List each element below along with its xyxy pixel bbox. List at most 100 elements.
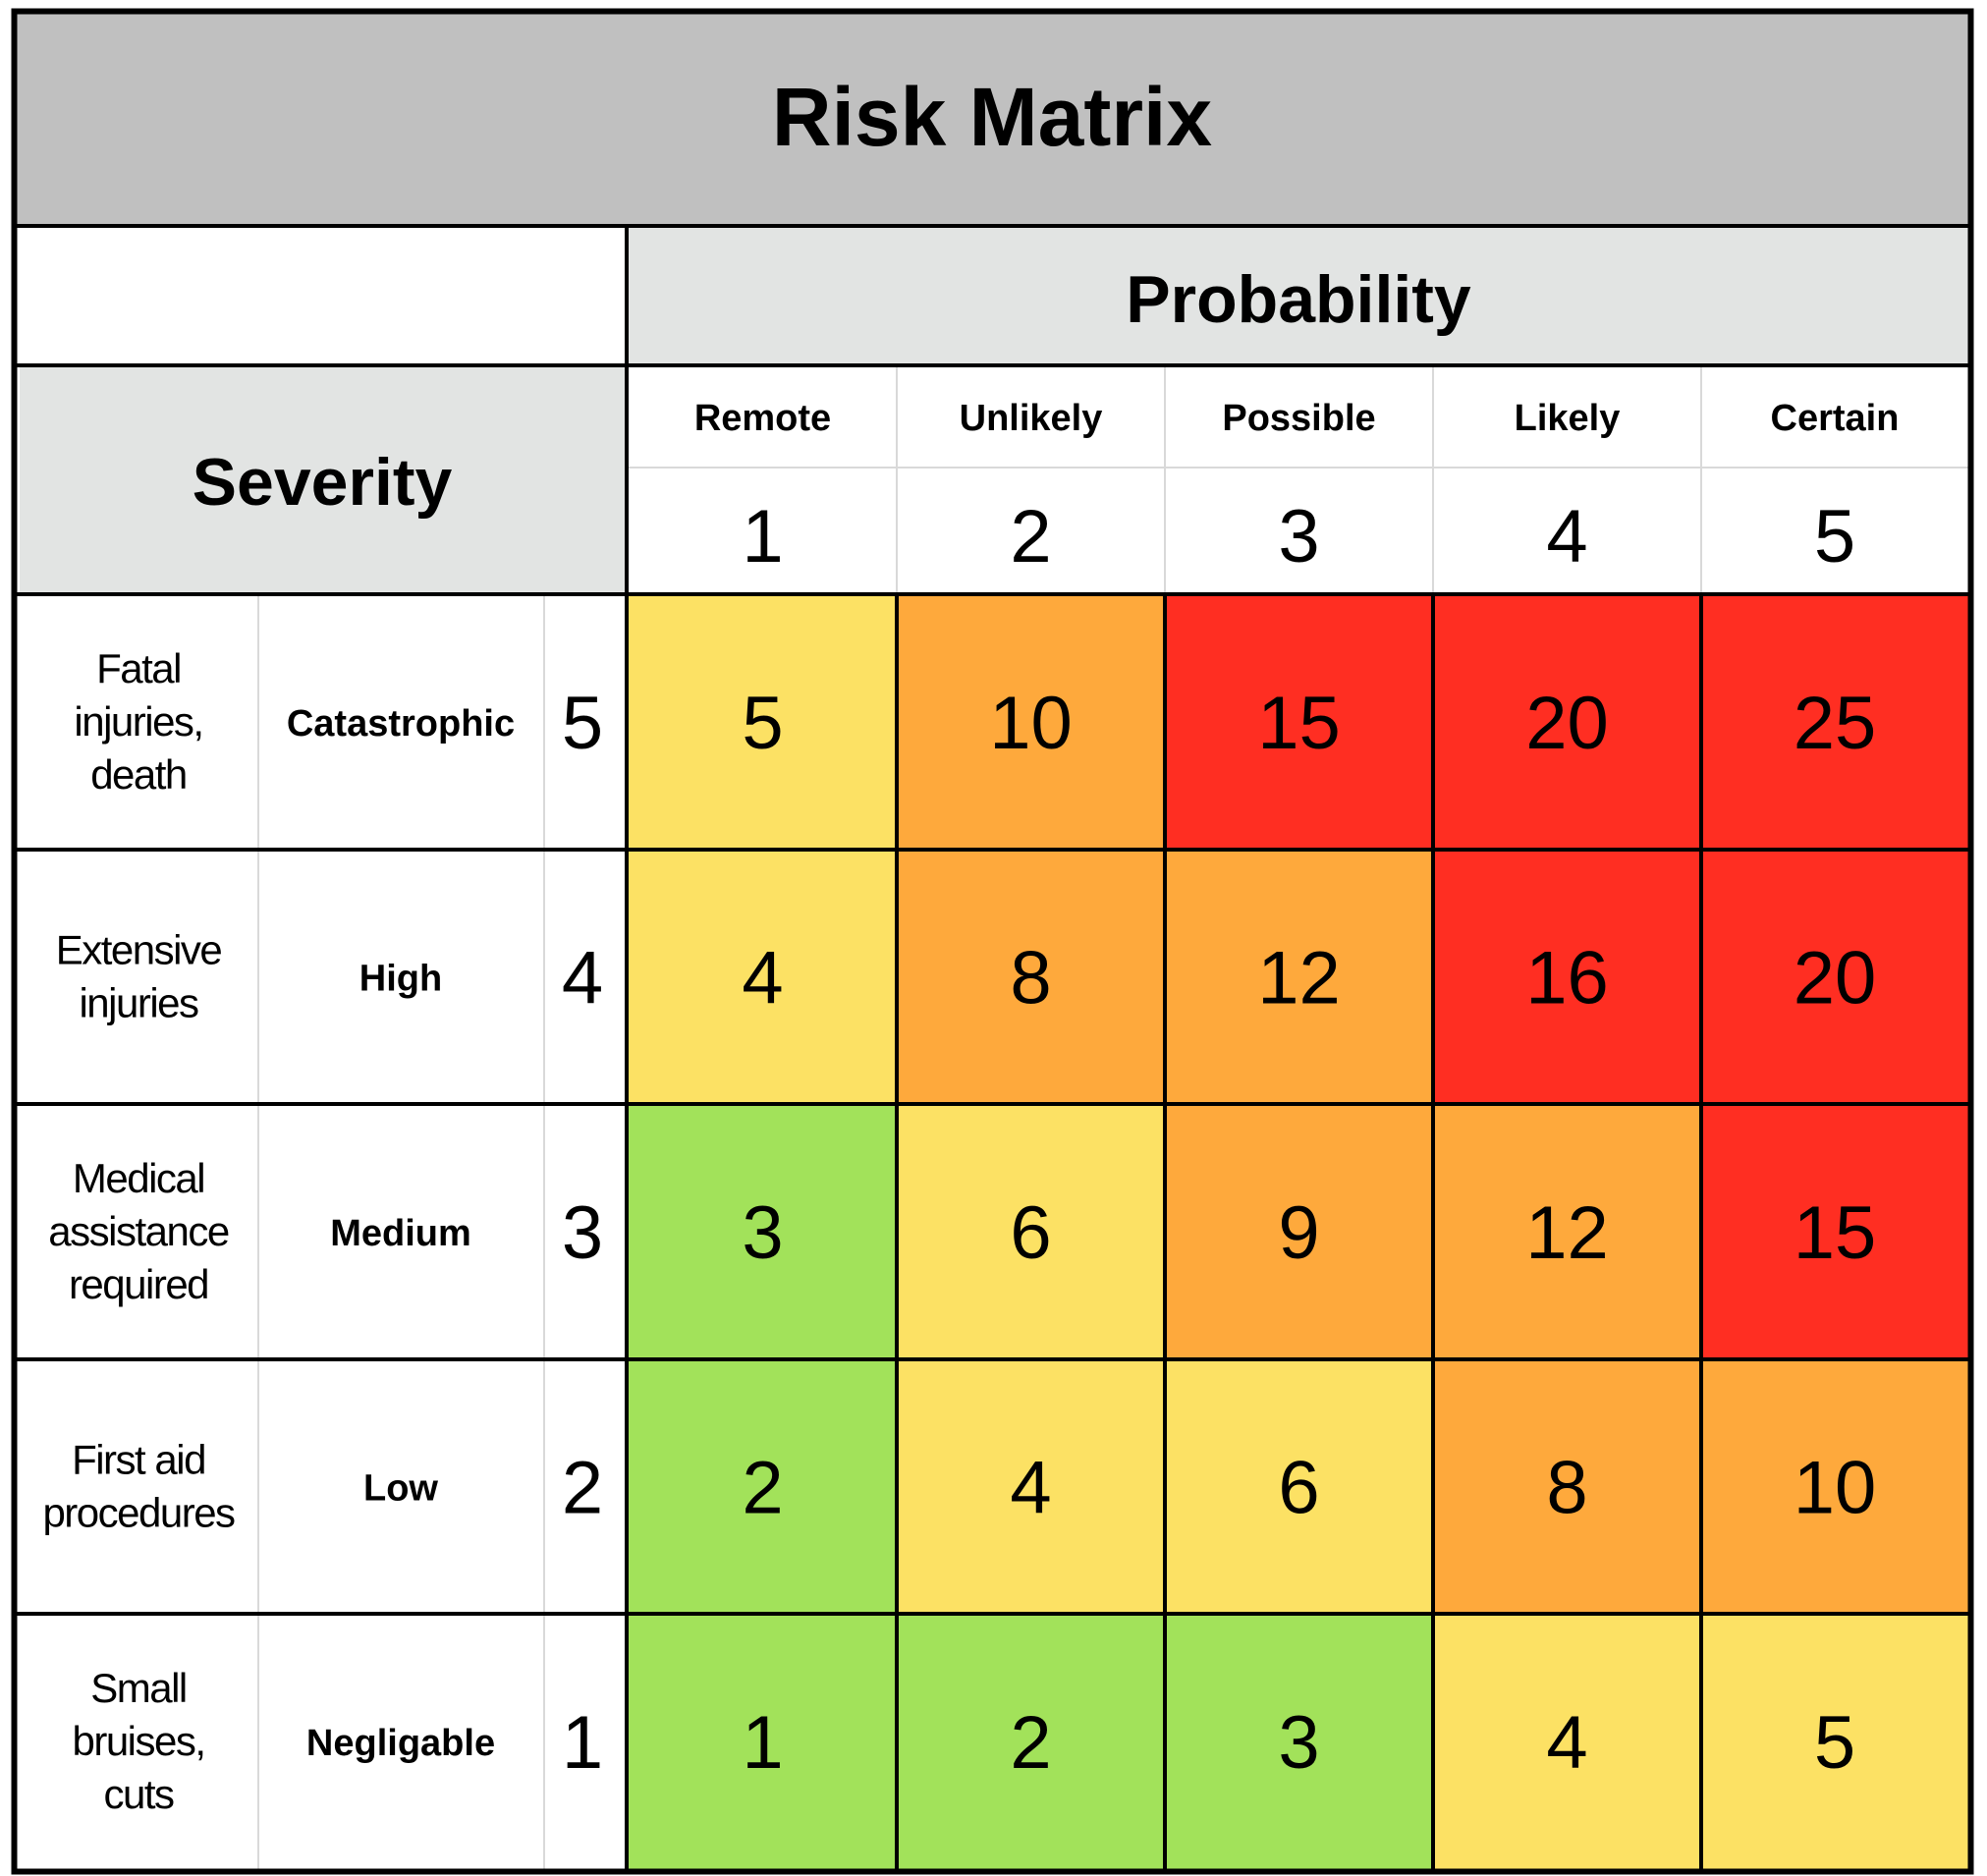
risk-cell-value: 20 — [1525, 682, 1609, 765]
risk-cell-value: 12 — [1525, 1191, 1609, 1275]
severity-description: assistance — [48, 1208, 229, 1254]
risk-cell — [629, 1359, 897, 1614]
risk-cell-value: 10 — [1794, 1447, 1877, 1530]
risk-cell — [1165, 850, 1433, 1104]
risk-cell-value: 8 — [1546, 1447, 1587, 1530]
severity-description: Fatal — [96, 645, 181, 691]
risk-cell-value: 20 — [1794, 937, 1877, 1021]
risk-cell — [1433, 594, 1701, 850]
risk-cell — [1433, 1104, 1701, 1359]
risk-cell — [1433, 850, 1701, 1104]
risk-cell-value: 4 — [1010, 1447, 1051, 1530]
risk-cell-value: 25 — [1794, 682, 1877, 765]
heavy-grid-lines — [17, 224, 1968, 1869]
risk-cells — [629, 594, 1968, 1869]
risk-cell-value: 12 — [1257, 937, 1341, 1021]
severity-rows-background — [20, 594, 629, 1866]
risk-cell-value: 10 — [989, 682, 1073, 765]
risk-cell-value: 6 — [1010, 1191, 1051, 1275]
risk-cell — [897, 1359, 1165, 1614]
risk-cell-value: 2 — [1010, 1701, 1051, 1785]
probability-label: Certain — [1771, 398, 1900, 439]
severity-label: Catastrophic — [287, 703, 515, 745]
probability-label: Likely — [1515, 398, 1621, 439]
risk-cell-value: 5 — [742, 682, 783, 765]
risk-cell-value: 6 — [1278, 1447, 1319, 1530]
risk-cell-value: 9 — [1278, 1191, 1319, 1275]
probability-value: 1 — [742, 495, 783, 579]
severity-value: 5 — [562, 682, 603, 765]
risk-cell — [897, 850, 1165, 1104]
severity-header: Severity — [193, 445, 453, 520]
severity-levels: Fatal injuries, death Catastrophic 5 Extensiv… — [42, 645, 603, 1817]
severity-description: injuries, — [74, 698, 202, 745]
severity-description: cuts — [103, 1771, 174, 1817]
risk-cell — [629, 1614, 897, 1869]
risk-cell — [897, 594, 1165, 850]
risk-cell — [629, 594, 897, 850]
severity-description: bruises, — [72, 1718, 204, 1764]
risk-cell — [1701, 850, 1968, 1104]
probability-levels-background — [629, 365, 1968, 594]
probability-label: Possible — [1222, 398, 1375, 439]
risk-cell — [1165, 594, 1433, 850]
risk-cell-value: 3 — [742, 1191, 783, 1275]
risk-cell-value: 2 — [742, 1447, 783, 1530]
outer-border — [11, 8, 1974, 1875]
severity-value: 2 — [562, 1447, 603, 1530]
severity-description: required — [69, 1261, 208, 1307]
probability-header: Probability — [1126, 262, 1471, 337]
risk-cell — [629, 1104, 897, 1359]
risk-cell — [897, 1614, 1165, 1869]
probability-label: Remote — [694, 398, 831, 439]
probability-header-background — [629, 228, 1968, 363]
severity-value: 1 — [562, 1701, 603, 1785]
probability-value: 5 — [1814, 495, 1855, 579]
probability-value: 3 — [1278, 495, 1319, 579]
matrix-title: Risk Matrix — [772, 71, 1212, 163]
severity-header-background — [20, 365, 629, 594]
severity-value: 4 — [562, 937, 603, 1021]
severity-description: Small — [90, 1665, 187, 1711]
severity-value: 3 — [562, 1191, 603, 1275]
severity-label: Low — [363, 1468, 438, 1510]
risk-cell-value: 15 — [1257, 682, 1341, 765]
risk-cell-value: 15 — [1794, 1191, 1877, 1275]
risk-cell — [1165, 1104, 1433, 1359]
severity-description: death — [90, 751, 187, 798]
severity-label: High — [359, 959, 442, 1000]
risk-cell-value: 4 — [1546, 1701, 1587, 1785]
risk-cell — [1165, 1614, 1433, 1869]
risk-cell — [1701, 594, 1968, 850]
severity-description: procedures — [42, 1490, 235, 1536]
risk-cell — [629, 850, 897, 1104]
risk-cell-value: 4 — [742, 937, 783, 1021]
probability-levels: Remote 1 Unlikely 2 Possible 3 Likely 4 Certain 5 — [694, 398, 1900, 579]
severity-description: injuries — [79, 980, 198, 1026]
risk-cell-value: 8 — [1010, 937, 1051, 1021]
corner-blank-cell — [20, 228, 629, 363]
risk-cell — [1701, 1614, 1968, 1869]
light-grid-lines — [257, 365, 1968, 1869]
risk-cell-values: 5 10 15 20 254 8 12 16 203 6 9 12 152 4 6 8 101 2 3 4 5 — [742, 682, 1876, 1785]
severity-label: Negligable — [306, 1723, 495, 1764]
risk-cell — [1701, 1359, 1968, 1614]
risk-cell-value: 5 — [1814, 1701, 1855, 1785]
probability-value: 2 — [1010, 495, 1051, 579]
severity-description: First aid — [72, 1437, 205, 1483]
risk-cell-value: 16 — [1525, 937, 1609, 1021]
risk-cell — [1433, 1359, 1701, 1614]
risk-cell — [1165, 1359, 1433, 1614]
risk-cell — [1433, 1614, 1701, 1869]
risk-cell-value: 1 — [742, 1701, 783, 1785]
risk-cell — [897, 1104, 1165, 1359]
severity-description: Extensive — [56, 927, 222, 973]
risk-cell-value: 3 — [1278, 1701, 1319, 1785]
severity-label: Medium — [330, 1213, 471, 1254]
probability-value: 4 — [1546, 495, 1587, 579]
probability-label: Unlikely — [960, 398, 1103, 439]
title-background — [17, 14, 1968, 224]
risk-cell — [1701, 1104, 1968, 1359]
severity-description: Medical — [73, 1155, 204, 1201]
